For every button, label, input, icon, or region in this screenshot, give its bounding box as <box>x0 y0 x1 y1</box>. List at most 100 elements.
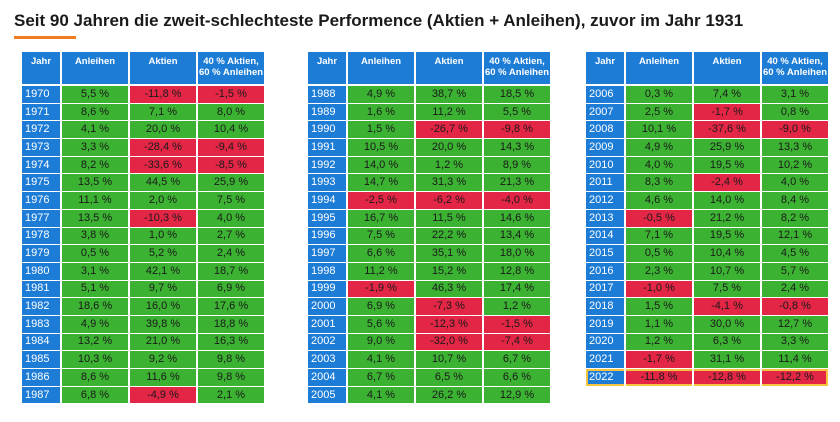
cell-mix: -1,5 % <box>198 86 264 104</box>
cell-bonds: 2,5 % <box>626 103 692 122</box>
cell-bonds: 16,7 % <box>348 209 414 228</box>
column-header-mix: 40 % Aktien, 60 % Anleihen <box>198 52 264 86</box>
cell-stocks: 20,0 % <box>130 121 196 140</box>
cell-bonds: 14,0 % <box>348 156 414 175</box>
cell-bonds: 8,6 % <box>62 369 128 387</box>
cell-stocks: -4,1 % <box>694 298 760 316</box>
table-row: 1992 14,0 % 1,2 % 8,9 % <box>308 156 550 175</box>
cell-year: 2011 <box>586 174 624 193</box>
table-row: 2021 -1,7 % 31,1 % 11,4 % <box>586 351 828 369</box>
cell-year: 1992 <box>308 156 346 175</box>
cell-stocks: -10,3 % <box>130 209 196 228</box>
column-header-stocks: Aktien <box>416 52 482 86</box>
cell-stocks: -2,4 % <box>694 174 760 193</box>
cell-year: 1994 <box>308 192 346 210</box>
table-row: 2010 4,0 % 19,5 % 10,2 % <box>586 156 828 175</box>
header-row: Jahr Anleihen Aktien 40 % Aktien, 60 % Anlei… <box>22 52 264 86</box>
cell-year: 1999 <box>308 280 346 299</box>
table-row: 1998 11,2 % 15,2 % 12,8 % <box>308 262 550 281</box>
cell-stocks: 10,7 % <box>416 351 482 369</box>
cell-bonds: 7,1 % <box>626 227 692 246</box>
table-row: 1981 5,1 % 9,7 % 6,9 % <box>22 280 264 299</box>
cell-year: 2010 <box>586 156 624 175</box>
cell-bonds: 6,8 % <box>62 386 128 405</box>
cell-stocks: 22,2 % <box>416 227 482 246</box>
cell-year: 1996 <box>308 227 346 246</box>
cell-bonds: 6,7 % <box>348 369 414 387</box>
cell-bonds: -1,0 % <box>626 280 692 299</box>
table-row: 1987 6,8 % -4,9 % 2,1 % <box>22 386 264 405</box>
table-row: 2013 -0,5 % 21,2 % 8,2 % <box>586 209 828 228</box>
column-header-year: Jahr <box>22 52 60 86</box>
cell-year: 1976 <box>22 192 60 210</box>
table-row: 1983 4,9 % 39,8 % 18,8 % <box>22 315 264 334</box>
cell-mix: 5,5 % <box>484 103 550 122</box>
cell-mix: -0,8 % <box>762 298 828 316</box>
cell-year: 1997 <box>308 245 346 263</box>
cell-year: 2013 <box>586 209 624 228</box>
column-header-mix: 40 % Aktien, 60 % Anleihen <box>484 52 550 86</box>
cell-stocks: 11,2 % <box>416 103 482 122</box>
table-row: 1971 8,6 % 7,1 % 8,0 % <box>22 103 264 122</box>
table-row: 1995 16,7 % 11,5 % 14,6 % <box>308 209 550 228</box>
cell-stocks: 9,2 % <box>130 351 196 369</box>
table-row: 1976 11,1 % 2,0 % 7,5 % <box>22 192 264 210</box>
cell-mix: 17,4 % <box>484 280 550 299</box>
cell-year: 1979 <box>22 245 60 263</box>
cell-year: 2012 <box>586 192 624 210</box>
cell-stocks: 21,2 % <box>694 209 760 228</box>
cell-year: 2008 <box>586 121 624 140</box>
cell-stocks: 31,1 % <box>694 351 760 369</box>
cell-bonds: 11,1 % <box>62 192 128 210</box>
cell-year: 2001 <box>308 315 346 334</box>
cell-bonds: 18,6 % <box>62 298 128 316</box>
table-row: 1980 3,1 % 42,1 % 18,7 % <box>22 262 264 281</box>
cell-stocks: 39,8 % <box>130 315 196 334</box>
cell-bonds: 5,1 % <box>62 280 128 299</box>
column-header-mix-line2: 60 % Anleihen <box>198 67 264 78</box>
column-header-mix-line1: 40 % Aktien, <box>203 56 259 67</box>
cell-bonds: -2,5 % <box>348 192 414 210</box>
cell-bonds: 4,9 % <box>626 139 692 157</box>
cell-stocks: -37,6 % <box>694 121 760 140</box>
cell-stocks: 1,0 % <box>130 227 196 246</box>
cell-bonds: 3,1 % <box>62 262 128 281</box>
cell-year: 2002 <box>308 333 346 352</box>
cell-stocks: 9,7 % <box>130 280 196 299</box>
table-row: 1993 14,7 % 31,3 % 21,3 % <box>308 174 550 193</box>
table-row: 2018 1,5 % -4,1 % -0,8 % <box>586 298 828 316</box>
table-row: 2006 0,3 % 7,4 % 3,1 % <box>586 86 828 104</box>
cell-mix: 7,5 % <box>198 192 264 210</box>
cell-stocks: 15,2 % <box>416 262 482 281</box>
cell-stocks: 10,4 % <box>694 245 760 263</box>
cell-year: 1977 <box>22 209 60 228</box>
cell-stocks: 25,9 % <box>694 139 760 157</box>
cell-stocks: 44,5 % <box>130 174 196 193</box>
cell-mix: 8,9 % <box>484 156 550 175</box>
cell-bonds: 8,2 % <box>62 156 128 175</box>
cell-year: 2015 <box>586 245 624 263</box>
column-header-stocks: Aktien <box>130 52 196 86</box>
table-row: 2017 -1,0 % 7,5 % 2,4 % <box>586 280 828 299</box>
table-row: 2002 9,0 % -32,0 % -7,4 % <box>308 333 550 352</box>
cell-stocks: 26,2 % <box>416 386 482 405</box>
cell-stocks: -12,3 % <box>416 315 482 334</box>
table-row: 1982 18,6 % 16,0 % 17,6 % <box>22 298 264 316</box>
cell-bonds: 4,6 % <box>626 192 692 210</box>
table-row: 2001 5,6 % -12,3 % -1,5 % <box>308 315 550 334</box>
cell-year: 2020 <box>586 333 624 352</box>
performance-table-1988-2005: Jahr Anleihen Aktien 40 % Aktien, 60 % Anlei… <box>306 52 552 405</box>
cell-stocks: 7,5 % <box>694 280 760 299</box>
cell-year: 2004 <box>308 369 346 387</box>
cell-stocks: 20,0 % <box>416 139 482 157</box>
cell-year: 1991 <box>308 139 346 157</box>
page-title: Seit 90 Jahren die zweit-schlechteste Pe… <box>14 11 744 30</box>
cell-mix: 18,8 % <box>198 315 264 334</box>
table-row: 2005 4,1 % 26,2 % 12,9 % <box>308 386 550 405</box>
table-row: 2014 7,1 % 19,5 % 12,1 % <box>586 227 828 246</box>
table-row: 2020 1,2 % 6,3 % 3,3 % <box>586 333 828 352</box>
cell-bonds: 10,3 % <box>62 351 128 369</box>
cell-year: 1971 <box>22 103 60 122</box>
column-header-year: Jahr <box>308 52 346 86</box>
table-row: 1972 4,1 % 20,0 % 10,4 % <box>22 121 264 140</box>
